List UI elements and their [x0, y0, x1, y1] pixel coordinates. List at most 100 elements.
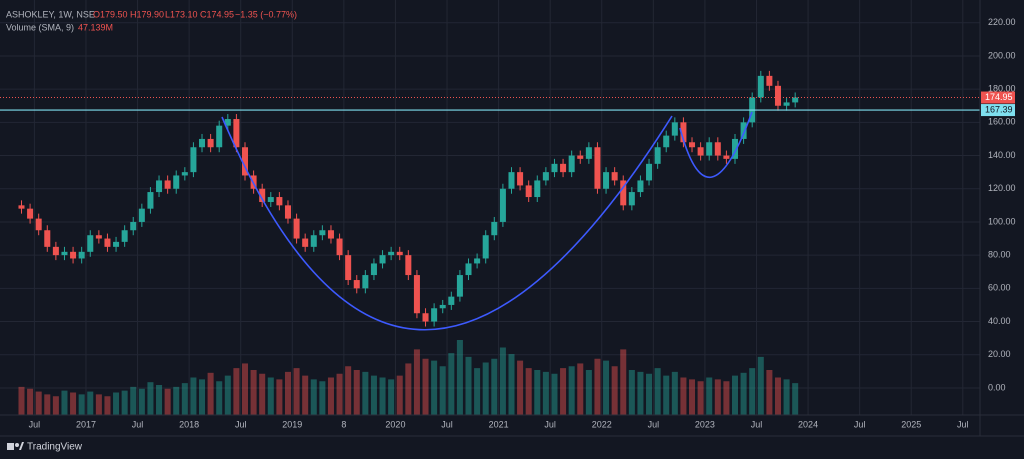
candle-body [362, 275, 369, 289]
candle-body [319, 230, 326, 236]
volume-bar [113, 392, 120, 415]
candle-body [379, 255, 386, 264]
axes: 0.00 20.00 40.00 60.00 80.00 100.00 120.00 140.… [29, 17, 1016, 429]
volume-bar [35, 391, 42, 415]
candle-body [517, 172, 524, 186]
ohlc-close: C174.95 [200, 9, 234, 19]
candle-body [173, 175, 180, 189]
candle-body [499, 188, 506, 222]
candle-body [370, 263, 377, 276]
candle-body [792, 97, 799, 103]
volume-bar [508, 354, 515, 415]
candle-body [396, 251, 403, 256]
y-tick-label: 20.00 [988, 349, 1011, 359]
volume-bar [663, 375, 670, 415]
volume-bar [104, 396, 111, 415]
volume-bar [27, 388, 34, 415]
volume-bar [216, 381, 223, 415]
x-tick-label: 2022 [592, 419, 612, 429]
candle-body [224, 119, 231, 126]
candle-body [508, 172, 515, 189]
candle-body [164, 180, 171, 189]
candle-body [783, 102, 790, 106]
volume-bar [95, 394, 102, 415]
levels: 167.39 174.95 [0, 91, 1015, 117]
candle-body [671, 122, 678, 136]
candle-body [689, 142, 696, 148]
volume-bar [671, 371, 678, 415]
candle-body [551, 163, 558, 173]
candle-body [646, 163, 653, 181]
candle-body [147, 192, 154, 209]
candle-body [560, 163, 567, 173]
grid [0, 0, 980, 415]
volume-bar [551, 373, 558, 415]
volume-bar [388, 379, 395, 415]
candle-body [413, 275, 420, 314]
volume-bar [327, 377, 334, 415]
volume-bar [310, 379, 317, 415]
candle-body [241, 147, 249, 176]
volume-bar [646, 373, 653, 415]
volume-bar [774, 377, 781, 415]
candle-body [87, 235, 94, 252]
volume-bar [628, 370, 635, 415]
volume-bar [370, 375, 377, 415]
candle-body [448, 296, 455, 305]
volume-bar [396, 375, 403, 415]
y-tick-label: 40.00 [988, 316, 1011, 326]
volume-bar [594, 358, 601, 415]
candle-body [327, 230, 334, 239]
candle-body [27, 208, 34, 219]
volume-bar [405, 363, 412, 415]
ohlc-open: O179.50 [93, 9, 128, 19]
volume-bar [78, 394, 85, 415]
volume-bar [345, 366, 352, 415]
candle-body [431, 308, 438, 322]
volume-bar [439, 366, 446, 415]
volume-bar [267, 377, 274, 415]
volume-bar [542, 371, 549, 415]
candle-body [353, 280, 360, 289]
candle-body [628, 192, 635, 206]
level-label-bg [981, 104, 1015, 117]
volume-bar [52, 396, 59, 415]
x-tick-label: Jul [854, 419, 866, 429]
volume-bar [654, 368, 661, 415]
candle-body [276, 197, 283, 206]
x-tick-label: Jul [29, 419, 41, 429]
candle-body [336, 238, 343, 256]
x-tick-label: Jul [235, 419, 247, 429]
candle-body [293, 218, 300, 239]
volume-bar [723, 381, 730, 415]
last-price-label-bg [981, 91, 1015, 104]
volume-bar [749, 368, 756, 415]
volume-bar [224, 375, 231, 415]
y-tick-label: 80.00 [988, 250, 1011, 260]
volume-bar [731, 375, 739, 415]
volume-bar [250, 370, 257, 415]
volume-bar [792, 383, 799, 415]
candle-body [70, 251, 77, 259]
volume-bar [293, 368, 300, 415]
candle-body [422, 313, 429, 322]
candle-body [474, 258, 481, 264]
candle-body [714, 142, 721, 156]
volume-bar [164, 388, 171, 415]
candle-body [740, 122, 747, 139]
candle-body [637, 180, 644, 193]
volume-bar [70, 392, 77, 415]
candle-body [603, 172, 610, 189]
volume-bar [319, 381, 326, 415]
candle-body [534, 180, 541, 198]
volume-bar [603, 360, 610, 415]
candles [18, 70, 799, 327]
volume-bar [474, 368, 481, 415]
candle-body [620, 180, 627, 206]
volume-value: 47.139M [78, 22, 113, 32]
volume-bar [233, 368, 240, 415]
volume-bar [680, 377, 687, 415]
volume-bar [156, 385, 163, 415]
volume-bar [130, 386, 137, 415]
